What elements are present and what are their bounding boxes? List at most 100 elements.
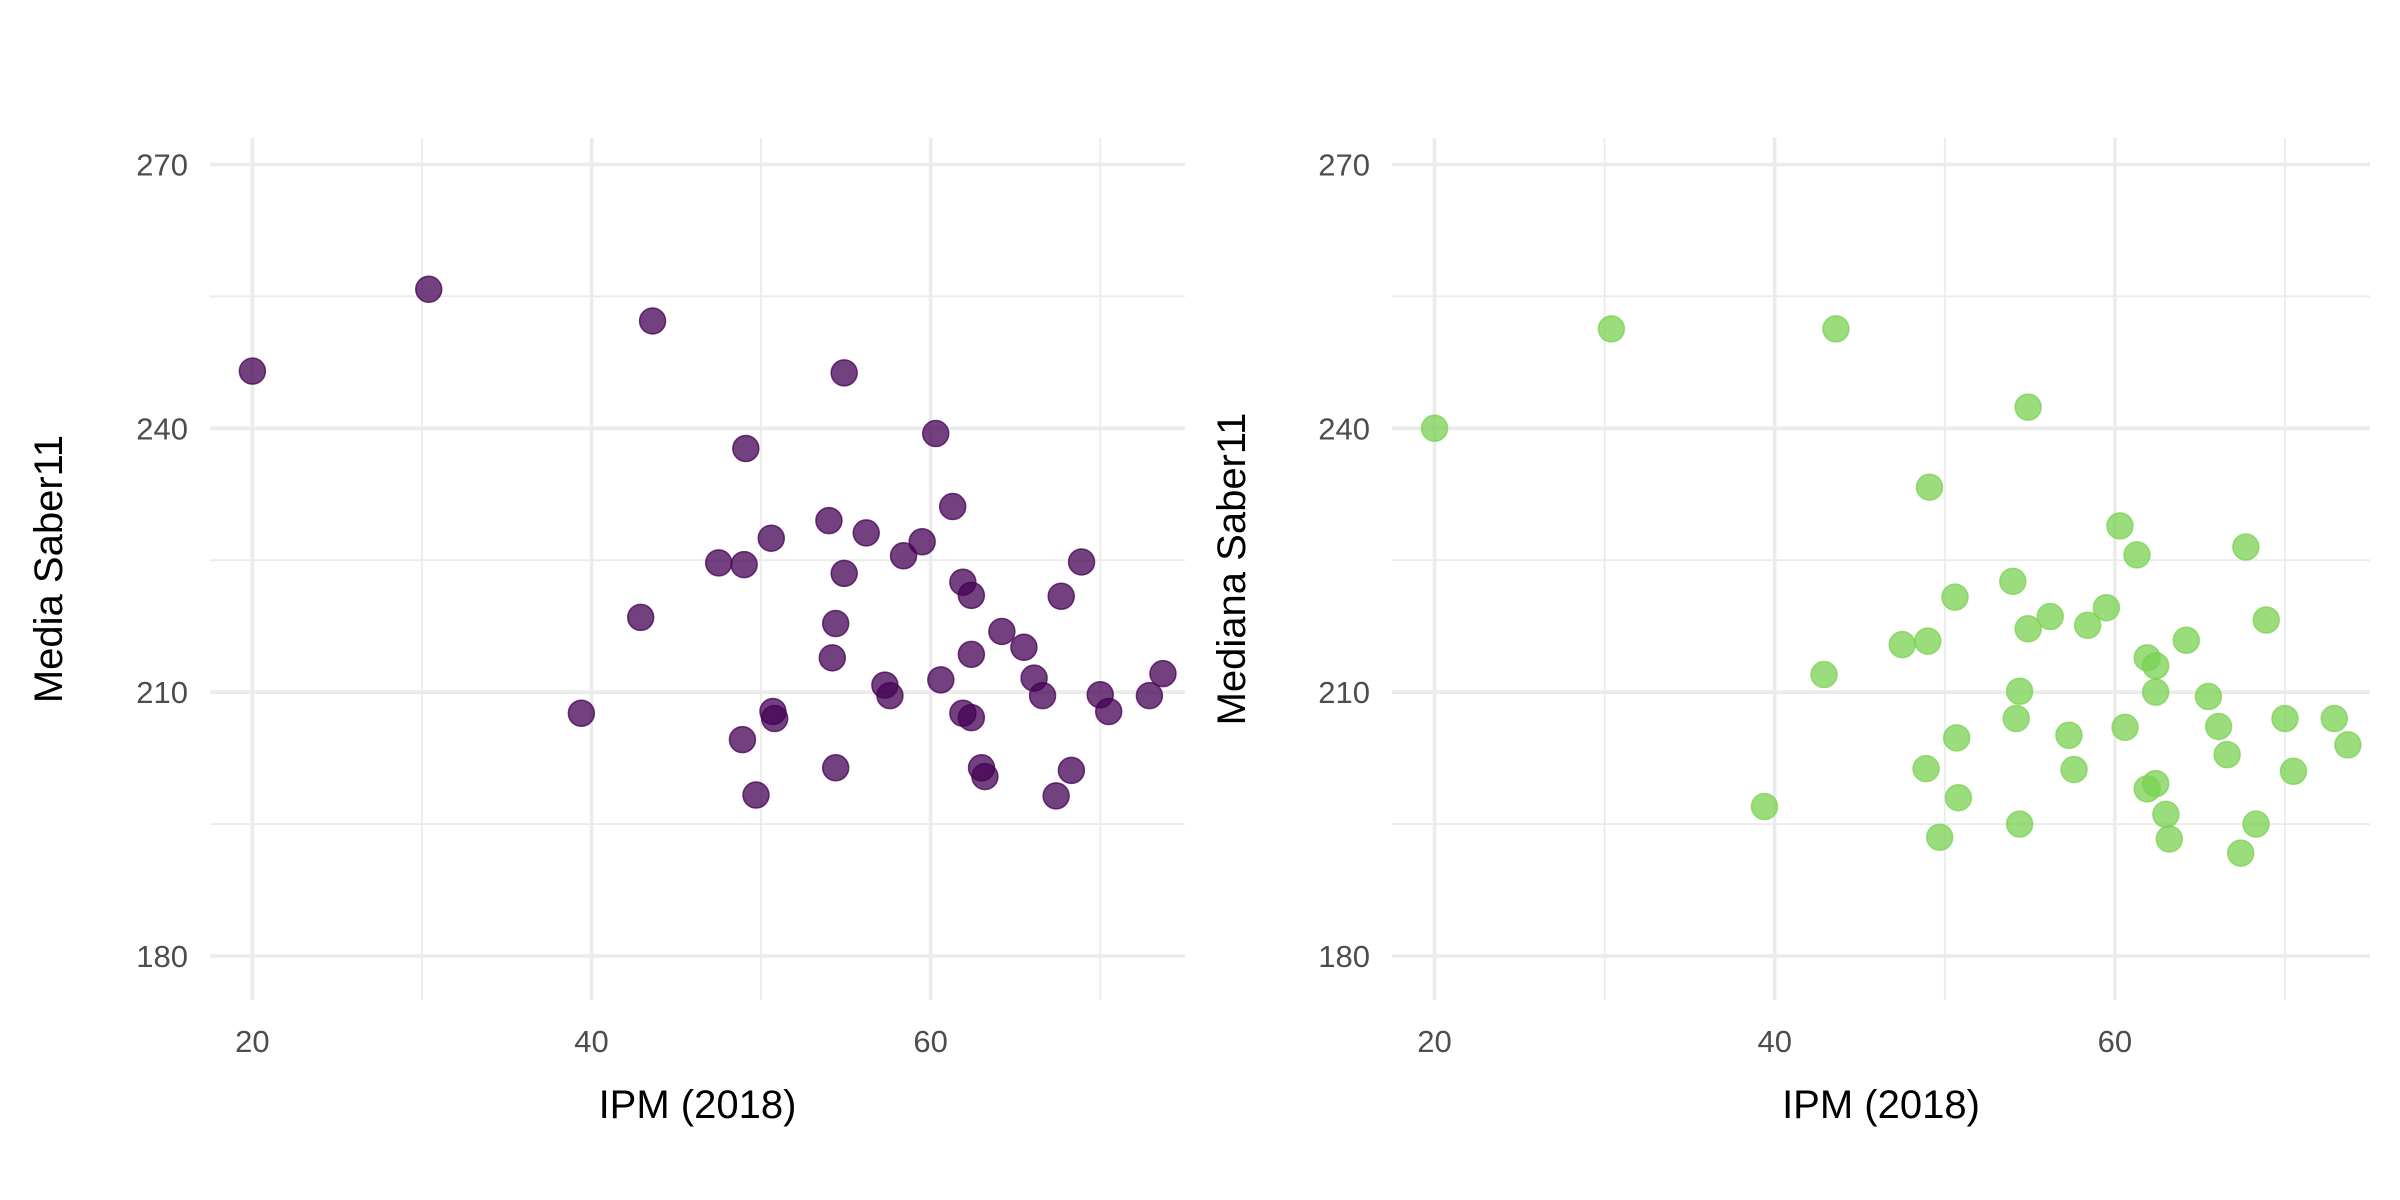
left-y-axis-title: Media Saber11 (27, 435, 71, 703)
right-data-point (1597, 315, 1626, 343)
right-y-tick-label: 180 (1318, 939, 1370, 974)
left-data-point (238, 357, 267, 385)
right-data-point (2141, 769, 2170, 798)
right-data-point (2152, 800, 2180, 829)
left-x-tick-label: 40 (574, 1024, 608, 1059)
right-data-point (2232, 533, 2260, 561)
left-x-tick-label: 20 (235, 1024, 269, 1059)
left-data-point (821, 754, 850, 782)
left-data-point (852, 519, 880, 547)
left-data-point (957, 640, 986, 669)
left-x-tick-label: 60 (913, 1024, 947, 1059)
right-scatter-panel: 20 40 60 180 210 240 270 IPM (2018) Mediana Sabe… (1210, 138, 2370, 1127)
left-y-tick-label: 270 (136, 147, 188, 182)
left-data-point (414, 275, 443, 304)
right-data-point (2005, 677, 2034, 706)
right-data-point (2055, 721, 2083, 749)
left-data-point (730, 550, 758, 579)
left-data-point (821, 609, 850, 638)
right-data-point (2014, 393, 2042, 421)
right-data-point (1942, 724, 1971, 752)
left-data-point (1010, 633, 1038, 662)
left-data-point (830, 359, 858, 387)
left-data-point (638, 307, 667, 335)
left-data-point (1135, 681, 1164, 710)
right-y-tick-label: 270 (1318, 147, 1370, 182)
right-data-point (2123, 541, 2151, 569)
left-data-point (1042, 782, 1070, 810)
left-y-tick-label: 210 (136, 675, 188, 710)
right-x-tick-label: 20 (1417, 1024, 1451, 1059)
left-data-point (732, 434, 760, 463)
left-x-axis-title: IPM (2018) (599, 1083, 797, 1127)
left-data-point (818, 644, 847, 672)
left-data-point (1028, 681, 1057, 710)
right-data-point (1914, 627, 1942, 655)
left-data-point (742, 781, 770, 809)
right-data-point (2002, 704, 2030, 733)
right-y-tick-label: 210 (1318, 675, 1370, 710)
left-scatter-panel: 20 40 60 180 210 240 270 IPM (2018) Media Saber1… (27, 138, 1185, 1127)
right-data-point (2092, 593, 2121, 622)
right-data-point (2226, 839, 2255, 867)
right-data-point (2242, 810, 2270, 838)
left-data-point (957, 703, 986, 732)
right-data-point (1888, 630, 1917, 659)
right-data-point (2252, 606, 2280, 634)
left-data-point (760, 704, 789, 733)
right-x-axis-title: IPM (2018) (1782, 1083, 1980, 1127)
left-data-point (1149, 659, 1177, 688)
left-data-point (567, 699, 596, 728)
left-data-point (1047, 582, 1075, 611)
left-data-point (908, 527, 936, 556)
right-data-point (1750, 792, 1779, 821)
right-y-tick-label: 240 (1318, 411, 1370, 446)
left-y-tick-label: 180 (136, 939, 188, 974)
right-data-point (2334, 731, 2362, 759)
right-y-axis-title: Mediana Saber11 (1210, 413, 1254, 726)
left-data-point (704, 549, 733, 577)
right-data-point (2036, 602, 2064, 631)
right-data-point (1915, 473, 1944, 501)
right-data-point (2141, 678, 2170, 706)
left-data-point (876, 681, 904, 710)
right-data-point (2060, 755, 2088, 784)
left-data-point (1094, 697, 1123, 726)
right-x-tick-label: 40 (1757, 1024, 1791, 1059)
right-data-point (1999, 567, 2027, 596)
right-data-point (2073, 611, 2102, 640)
left-data-point (938, 492, 967, 521)
left-data-point (921, 419, 950, 448)
right-data-point (2005, 810, 2034, 838)
left-data-point (815, 506, 843, 535)
left-data-point (1057, 756, 1086, 785)
right-data-point (2155, 825, 2184, 853)
left-data-point (889, 542, 918, 570)
left-data-point (757, 524, 786, 552)
right-data-point (2172, 626, 2201, 654)
right-data-point (1420, 414, 1449, 443)
left-y-tick-label: 240 (136, 411, 188, 446)
left-data-point (927, 666, 955, 694)
right-data-point (2320, 704, 2349, 733)
right-data-point (1925, 823, 1954, 852)
right-data-point (2204, 712, 2233, 741)
left-data-point (957, 581, 986, 610)
right-data-point (2194, 682, 2223, 711)
right-x-tick-label: 60 (2098, 1024, 2132, 1059)
left-data-point (728, 725, 757, 754)
right-data-point (2213, 740, 2241, 769)
right-data-point (2106, 512, 2134, 540)
left-data-point (830, 559, 858, 588)
right-data-point (1912, 754, 1940, 783)
right-data-point (1944, 783, 1973, 812)
right-data-point (1822, 315, 1850, 343)
right-data-point (1810, 660, 1838, 689)
right-data-point (2014, 615, 2042, 643)
right-data-point (1941, 583, 1969, 611)
right-data-point (2111, 713, 2139, 742)
left-data-point (1067, 548, 1096, 576)
left-data-point (988, 617, 1016, 646)
left-data-point (971, 762, 999, 791)
